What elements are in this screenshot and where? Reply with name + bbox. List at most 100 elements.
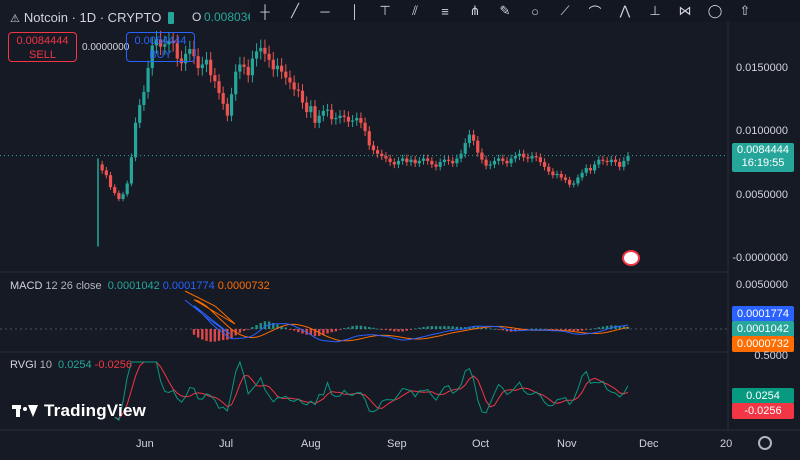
comment-icon[interactable]: ◯ — [707, 3, 723, 18]
parallel-channel-icon[interactable]: ⫽ — [412, 3, 418, 18]
xabcd-icon[interactable]: ⋈ — [678, 3, 692, 18]
candle-body — [488, 164, 492, 166]
symbol-title[interactable]: ⚠ Notcoin · 1D · CRYPTO — [10, 10, 161, 25]
macd-legend[interactable]: MACD 12 26 close 0.0001042 0.0001774 0.0000… — [10, 280, 273, 292]
macd-line — [184, 299, 629, 343]
warning-icon: ⚠ — [10, 13, 20, 25]
candle-body — [559, 173, 563, 178]
price-axis-label: 0.0050000 — [736, 189, 788, 201]
candle-body — [572, 183, 576, 185]
candle-body — [242, 64, 246, 67]
macd-histogram-bar — [543, 328, 546, 330]
candle-body — [184, 53, 188, 64]
candle-body — [129, 157, 133, 184]
candle-body — [626, 156, 630, 161]
time-axis-label: Aug — [301, 438, 321, 450]
crosshair-icon[interactable]: ┼ — [260, 3, 270, 19]
tradingview-logo[interactable]: TradingView — [12, 401, 146, 421]
candle-body — [538, 157, 542, 163]
candle-body — [225, 103, 229, 116]
brush-icon[interactable]: ✎ — [499, 3, 511, 18]
vertical-line-icon[interactable]: │ — [350, 3, 360, 19]
candle-body — [355, 118, 359, 121]
candle-body — [555, 173, 559, 176]
candle-body — [376, 150, 380, 154]
candle-body — [505, 160, 509, 164]
candle-body — [605, 160, 609, 163]
macd-histogram-bar — [205, 329, 208, 341]
macd-histogram-bar — [376, 328, 379, 330]
candle-body — [476, 140, 480, 153]
macd-histogram-bar — [343, 328, 346, 329]
sell-button[interactable]: 0.0084444 SELL — [8, 32, 77, 62]
macd-histogram-bar — [518, 329, 521, 331]
macd-histogram-bar — [292, 329, 296, 331]
macd-histogram-bar — [409, 329, 413, 330]
candle-body — [213, 75, 217, 82]
candle-body — [396, 160, 401, 165]
macd-histogram-bar — [372, 327, 375, 329]
candle-body — [238, 64, 242, 72]
up-arrow-icon[interactable]: ⇧ — [739, 3, 751, 18]
macd-histogram-bar — [501, 329, 505, 331]
macd-histogram-bar — [309, 329, 313, 336]
rvgi-param: 10 — [39, 359, 52, 371]
candle-body — [484, 159, 488, 166]
macd-histogram-bar — [493, 328, 496, 330]
zigzag-icon[interactable]: ⋀ — [619, 3, 631, 18]
macd-histogram-bar — [589, 328, 592, 330]
ray-icon[interactable]: ⊤ — [379, 3, 391, 18]
macd-histogram-bar — [593, 328, 596, 330]
candle-body — [513, 156, 517, 159]
tradingview-icon — [12, 403, 38, 419]
candle-body — [459, 153, 463, 159]
candle-body — [609, 159, 613, 163]
sell-price: 0.0084444 — [16, 35, 69, 47]
candle-body — [108, 175, 113, 188]
trend-line-icon[interactable]: ╱ — [291, 3, 299, 18]
candle-body — [163, 44, 167, 47]
candle-body — [167, 40, 171, 45]
arc-icon[interactable]: ⌒ — [588, 4, 602, 20]
macd-histogram-bar — [226, 329, 229, 340]
candle-body — [221, 93, 225, 104]
candle-body — [463, 143, 467, 154]
candle-body — [388, 158, 392, 163]
open-label: O — [192, 10, 202, 24]
macd-histogram-bar — [568, 329, 571, 331]
path-icon[interactable]: ⟋ — [560, 3, 570, 18]
macd-signal-tag: 0.0000732 — [732, 336, 794, 352]
macd-histogram-bar — [288, 329, 292, 330]
circle-icon[interactable]: ○ — [531, 3, 539, 19]
symbol-name: Notcoin · 1D · CRYPTO — [23, 10, 162, 25]
candle-body — [271, 59, 275, 70]
macd-histogram-bar — [480, 327, 484, 329]
candle-body — [597, 159, 601, 165]
candle-body — [530, 156, 534, 159]
pitchfork-icon[interactable]: ⋔ — [469, 3, 481, 18]
fib-icon[interactable]: ≡ — [441, 3, 449, 19]
macd-histogram-bar — [201, 329, 204, 340]
macd-histogram-bar — [601, 326, 605, 329]
macd-hist-tag: 0.0001042 — [732, 321, 794, 337]
macd-histogram-bar — [301, 329, 304, 334]
macd-histogram-bar — [505, 329, 509, 332]
macd-histogram-bar — [242, 329, 246, 331]
candle-body — [467, 134, 472, 144]
macd-histogram-bar — [284, 327, 287, 329]
candle-body — [622, 160, 626, 167]
horizontal-line-icon[interactable]: ─ — [320, 3, 330, 19]
macd-histogram-bar — [355, 325, 358, 329]
buy-button[interactable]: 0.0084444 BUY — [126, 32, 195, 62]
rvgi-value-2: -0.0256 — [94, 359, 132, 371]
anchor-icon[interactable]: ⊥ — [649, 3, 661, 18]
macd-histogram-bar — [434, 326, 438, 329]
rvgi-legend[interactable]: RVGI 10 0.0254 -0.0256 — [10, 359, 135, 371]
us-flag-icon[interactable] — [622, 250, 640, 266]
macd-histogram-bar — [484, 328, 488, 329]
candle-body — [430, 160, 434, 165]
macd-histogram-bar — [459, 327, 463, 329]
macd-histogram-bar — [276, 324, 279, 329]
settings-icon[interactable] — [758, 436, 772, 450]
